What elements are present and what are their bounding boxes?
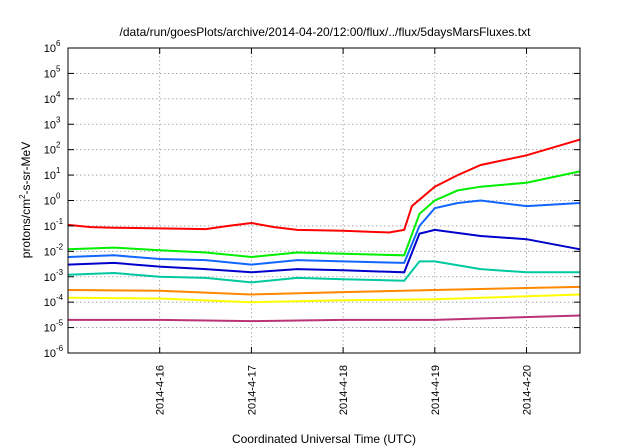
x-axis-label: Coordinated Universal Time (UTC)	[232, 432, 416, 446]
y-tick-label: 10-3	[44, 268, 64, 284]
y-tick-exponent: -5	[56, 319, 64, 328]
y-tick-base: 10	[44, 145, 56, 157]
series-line-2	[67, 170, 581, 259]
y-tick-exponent: 4	[56, 90, 61, 99]
y-tick-base: 10	[44, 68, 56, 80]
series-group	[67, 138, 581, 323]
y-axis: 10-610-510-410-310-210-11001011021031041…	[44, 39, 580, 360]
y-tick-exponent: 2	[56, 141, 61, 150]
y-tick-exponent: -4	[56, 293, 64, 302]
series-line-1	[67, 138, 581, 234]
y-tick-base: 10	[44, 246, 56, 258]
y-tick-exponent: -3	[56, 268, 64, 277]
series-line-7	[67, 293, 581, 304]
x-tick-label: 2014-4-17	[246, 365, 258, 415]
y-tick-label: 103	[44, 115, 61, 131]
x-tick-label: 2014-4-18	[338, 365, 350, 415]
y-axis-label: protons/cm2-s-sr-MeV	[18, 142, 33, 258]
y-axis-label-sup: 2	[18, 194, 27, 199]
series-line-5	[67, 260, 580, 284]
y-tick-exponent: -6	[56, 344, 64, 353]
y-tick-exponent: 5	[56, 64, 61, 73]
y-tick-base: 10	[44, 297, 56, 309]
series-line-6	[67, 285, 581, 296]
x-tick-label: 2014-4-16	[155, 365, 167, 415]
y-tick-exponent: -1	[56, 217, 64, 226]
y-tick-label: 10-2	[44, 242, 64, 258]
y-tick-label: 105	[44, 64, 61, 80]
y-tick-label: 104	[44, 90, 61, 106]
y-tick-label: 10-6	[44, 344, 64, 360]
y-tick-label: 106	[44, 39, 61, 55]
y-tick-label: 10-5	[44, 319, 64, 335]
y-tick-base: 10	[44, 196, 56, 208]
x-tick-label: 2014-4-20	[522, 365, 534, 415]
y-tick-exponent: 6	[56, 39, 61, 48]
y-tick-label: 10-1	[44, 217, 64, 233]
y-tick-base: 10	[44, 323, 56, 335]
y-tick-exponent: 0	[56, 192, 61, 201]
y-tick-exponent: -2	[56, 242, 64, 251]
y-axis-label-base: protons/cm	[19, 199, 33, 258]
y-tick-base: 10	[44, 43, 56, 55]
y-tick-base: 10	[44, 348, 56, 360]
y-tick-base: 10	[44, 119, 56, 131]
y-tick-label: 102	[44, 141, 61, 157]
series-line-8	[68, 314, 581, 323]
y-tick-exponent: 1	[56, 166, 61, 175]
y-axis-label-rest: -s-sr-MeV	[19, 142, 33, 195]
series-line-3	[67, 199, 581, 266]
x-tick-label: 2014-4-19	[430, 365, 442, 415]
y-tick-base: 10	[44, 221, 56, 233]
y-tick-base: 10	[44, 94, 56, 106]
x-axis: 2014-4-16 2014-4-17 2014-4-18 2014-4-19 2014…	[155, 48, 534, 415]
y-tick-label: 10-4	[44, 293, 64, 309]
y-tick-base: 10	[44, 170, 56, 182]
y-tick-label: 100	[44, 192, 61, 208]
series-line-4	[67, 228, 581, 274]
y-tick-base: 10	[44, 272, 56, 284]
y-tick-exponent: 3	[56, 115, 61, 124]
y-tick-label: 101	[44, 166, 61, 182]
chart-title: /data/run/goesPlots/archive/2014-04-20/1…	[120, 25, 532, 39]
grid-lines	[68, 48, 580, 353]
